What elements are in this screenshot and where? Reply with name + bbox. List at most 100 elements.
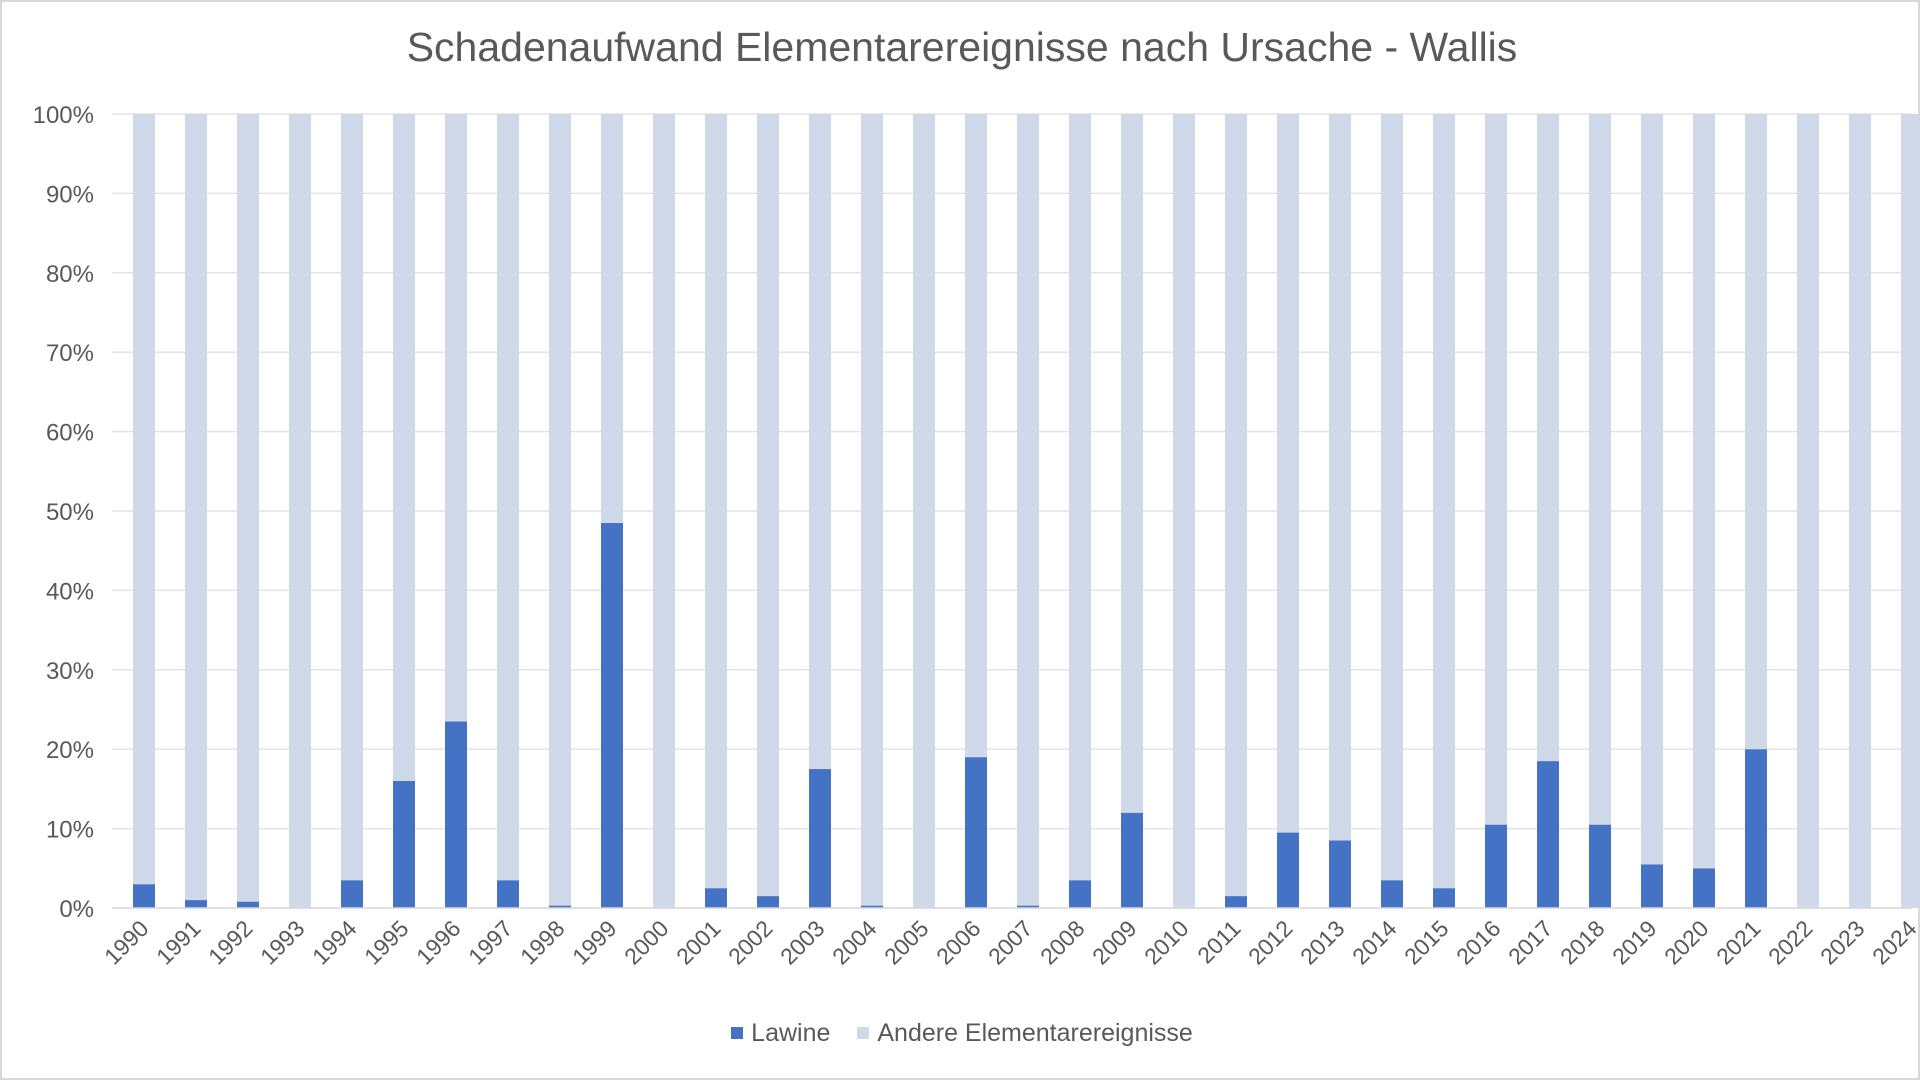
bar-lawine xyxy=(809,769,831,908)
x-tick-label: 2007 xyxy=(983,915,1038,970)
bar-lawine xyxy=(965,757,987,908)
bar-andere-elementarereignisse xyxy=(237,114,259,902)
bar-andere-elementarereignisse xyxy=(757,114,779,897)
x-tick-label: 2001 xyxy=(671,915,726,970)
x-tick-label: 2020 xyxy=(1659,915,1714,970)
bar-lawine xyxy=(1121,812,1143,908)
bar-andere-elementarereignisse xyxy=(1433,114,1455,889)
bar-andere-elementarereignisse xyxy=(1537,114,1559,762)
chart-title: Schadenaufwand Elementarereignisse nach … xyxy=(406,24,1518,70)
bar-lawine xyxy=(1485,824,1507,908)
legend-swatch-andere xyxy=(857,1027,870,1040)
bar-andere-elementarereignisse xyxy=(133,114,155,885)
bar-andere-elementarereignisse xyxy=(1173,114,1195,908)
x-tick-label: 1990 xyxy=(99,915,154,970)
x-tick-label: 1994 xyxy=(307,915,362,970)
y-tick-label: 10% xyxy=(46,817,94,844)
bar-lawine xyxy=(1641,864,1663,908)
y-tick-label: 100% xyxy=(33,102,94,129)
bar-lawine xyxy=(133,884,155,908)
bar-andere-elementarereignisse xyxy=(1485,114,1507,825)
legend-item-lawine: Lawine xyxy=(731,1018,830,1048)
x-tick-label: 2010 xyxy=(1139,915,1194,970)
bar-andere-elementarereignisse xyxy=(1225,114,1247,897)
bar-andere-elementarereignisse xyxy=(705,114,727,889)
bar-andere-elementarereignisse xyxy=(653,114,675,908)
x-tick-label: 2019 xyxy=(1607,915,1662,970)
bar-andere-elementarereignisse xyxy=(1277,114,1299,833)
bar-lawine xyxy=(1745,749,1767,908)
bar-andere-elementarereignisse xyxy=(1381,114,1403,881)
y-tick-label: 30% xyxy=(46,658,94,685)
bar-andere-elementarereignisse xyxy=(497,114,519,881)
y-tick-label: 50% xyxy=(46,499,94,526)
y-tick-label: 60% xyxy=(46,420,94,447)
bar-andere-elementarereignisse xyxy=(913,114,935,908)
x-tick-label: 2014 xyxy=(1347,915,1402,970)
bar-andere-elementarereignisse xyxy=(341,114,363,881)
bar-lawine xyxy=(497,880,519,908)
x-tick-label: 1996 xyxy=(411,915,466,970)
y-tick-label: 20% xyxy=(46,737,94,764)
bar-andere-elementarereignisse xyxy=(1849,114,1871,908)
bar-andere-elementarereignisse xyxy=(1069,114,1091,881)
bar-lawine xyxy=(1589,824,1611,908)
bar-lawine xyxy=(1537,761,1559,908)
x-tick-label: 2003 xyxy=(775,915,830,970)
bar-lawine xyxy=(1433,888,1455,908)
bar-andere-elementarereignisse xyxy=(289,114,311,908)
bar-lawine xyxy=(1225,896,1247,908)
bar-andere-elementarereignisse xyxy=(549,114,571,906)
bar-lawine xyxy=(1277,832,1299,908)
bar-lawine xyxy=(185,900,207,908)
x-tick-label: 2005 xyxy=(879,915,934,970)
x-tick-label: 1991 xyxy=(151,915,206,970)
bar-lawine xyxy=(1329,840,1351,908)
bar-lawine xyxy=(341,880,363,908)
bar-lawine xyxy=(1017,905,1039,908)
x-tick-label: 2002 xyxy=(723,915,778,970)
bar-andere-elementarereignisse xyxy=(1017,114,1039,906)
bar-lawine xyxy=(445,721,467,908)
y-tick-label: 40% xyxy=(46,578,94,605)
bar-lawine xyxy=(601,522,623,908)
bar-lawine xyxy=(237,901,259,908)
bar-andere-elementarereignisse xyxy=(1641,114,1663,865)
bar-andere-elementarereignisse xyxy=(1797,114,1819,908)
bar-andere-elementarereignisse xyxy=(1329,114,1351,841)
bar-andere-elementarereignisse xyxy=(1901,114,1920,908)
x-tick-label: 2009 xyxy=(1087,915,1142,970)
y-tick-label: 0% xyxy=(59,896,94,923)
y-tick-label: 80% xyxy=(46,261,94,288)
y-tick-label: 70% xyxy=(46,340,94,367)
legend-item-andere: Andere Elementarereignisse xyxy=(857,1018,1193,1048)
x-tick-label: 1992 xyxy=(203,915,258,970)
bar-andere-elementarereignisse xyxy=(1589,114,1611,825)
x-tick-label: 1999 xyxy=(567,915,622,970)
x-tick-label: 2004 xyxy=(827,915,882,970)
bar-lawine xyxy=(1693,868,1715,908)
x-tick-label: 1997 xyxy=(463,915,518,970)
bar-lawine xyxy=(1381,880,1403,908)
bar-lawine xyxy=(393,780,415,908)
bar-lawine xyxy=(549,905,571,908)
x-tick-label: 2021 xyxy=(1711,915,1766,970)
bar-andere-elementarereignisse xyxy=(601,114,623,523)
legend-label-lawine: Lawine xyxy=(751,1018,831,1047)
bar-andere-elementarereignisse xyxy=(965,114,987,758)
x-tick-label: 2017 xyxy=(1503,915,1558,970)
bar-andere-elementarereignisse xyxy=(861,114,883,906)
bar-lawine xyxy=(705,888,727,908)
bar-andere-elementarereignisse xyxy=(185,114,207,901)
x-tick-label: 2011 xyxy=(1192,915,1245,968)
x-tick-label: 1993 xyxy=(255,915,310,970)
x-tick-label: 2016 xyxy=(1451,915,1506,970)
x-tick-label: 2013 xyxy=(1295,915,1350,970)
bar-andere-elementarereignisse xyxy=(393,114,415,781)
x-tick-label: 1995 xyxy=(359,915,414,970)
bar-lawine xyxy=(757,896,779,908)
chart-legend: Lawine Andere Elementarereignisse xyxy=(2,1018,1920,1048)
y-tick-label: 90% xyxy=(46,181,94,208)
